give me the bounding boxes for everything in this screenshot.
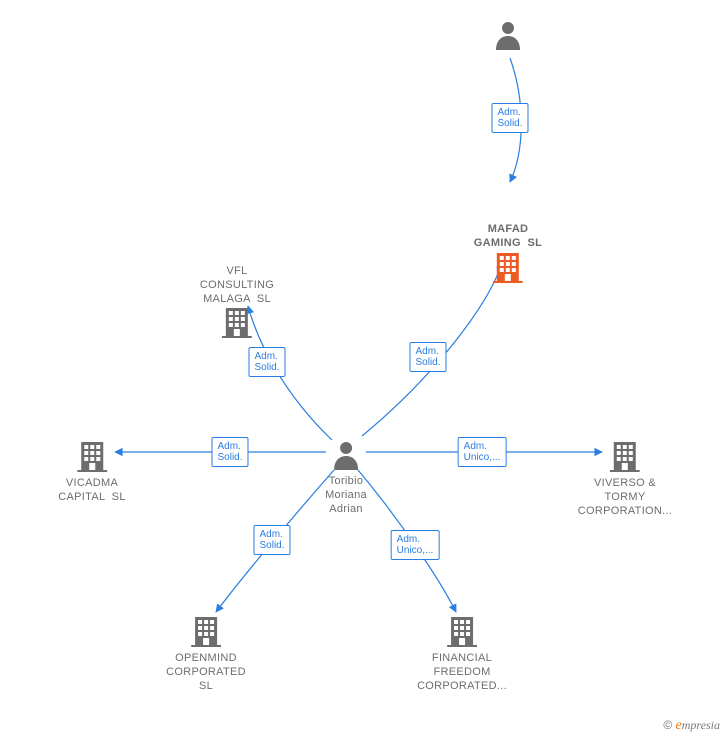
edges-layer	[0, 0, 728, 740]
edge-label: Adm. Solid.	[491, 103, 528, 133]
node-viverso[interactable]: VIVERSO & TORMY CORPORATION...	[578, 440, 672, 518]
edge-label: Adm. Unico,...	[458, 437, 507, 467]
node-mafad[interactable]: MAFAD GAMING SL	[474, 223, 542, 288]
node-top_person[interactable]	[494, 20, 522, 55]
edge-label: Adm. Solid.	[253, 525, 290, 555]
building-icon	[191, 615, 221, 647]
node-label: VICADMA CAPITAL SL	[58, 477, 126, 505]
edge-label: Adm. Unico,...	[391, 530, 440, 560]
node-financial[interactable]: FINANCIAL FREEDOM CORPORATED...	[417, 615, 507, 693]
node-label: VIVERSO & TORMY CORPORATION...	[578, 477, 672, 518]
node-label: VFL CONSULTING MALAGA SL	[200, 265, 274, 306]
edge-label: Adm. Solid.	[211, 437, 248, 467]
network-diagram: MAFAD GAMING SL VFL CONSULTING MALAGA SL	[0, 0, 728, 740]
node-label: Toribio Moriana Adrian	[325, 475, 367, 516]
person-icon	[332, 440, 360, 470]
node-center_person[interactable]: Toribio Moriana Adrian	[325, 440, 367, 516]
building-icon	[222, 306, 252, 338]
node-vfl[interactable]: VFL CONSULTING MALAGA SL	[200, 265, 274, 343]
building-icon	[447, 615, 477, 647]
edge-label: Adm. Solid.	[409, 342, 446, 372]
brand-logo-rest: mpresia	[682, 718, 720, 732]
building-icon	[610, 440, 640, 472]
node-label: FINANCIAL FREEDOM CORPORATED...	[417, 652, 507, 693]
building-icon	[493, 251, 523, 283]
node-openmind[interactable]: OPENMIND CORPORATED SL	[166, 615, 246, 693]
building-icon	[77, 440, 107, 472]
copyright: © empresia	[663, 718, 720, 734]
node-vicadma[interactable]: VICADMA CAPITAL SL	[58, 440, 126, 505]
node-label: MAFAD GAMING SL	[474, 223, 542, 251]
edge-label: Adm. Solid.	[248, 347, 285, 377]
node-label: OPENMIND CORPORATED SL	[166, 652, 246, 693]
person-icon	[494, 20, 522, 50]
copyright-symbol: ©	[663, 718, 672, 732]
